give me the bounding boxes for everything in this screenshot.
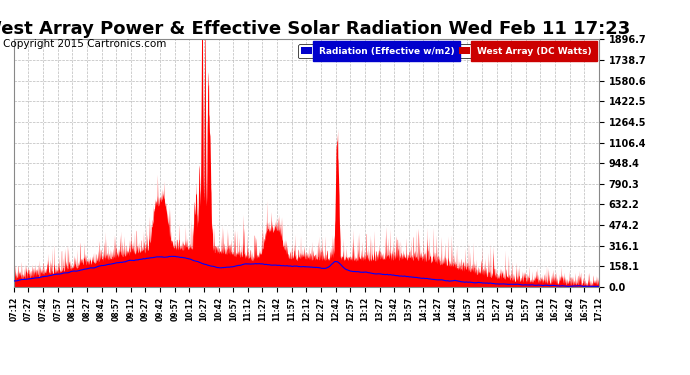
Title: West Array Power & Effective Solar Radiation Wed Feb 11 17:23: West Array Power & Effective Solar Radia… xyxy=(0,20,631,38)
Text: Copyright 2015 Cartronics.com: Copyright 2015 Cartronics.com xyxy=(3,39,167,50)
Legend: Radiation (Effective w/m2), West Array (DC Watts): Radiation (Effective w/m2), West Array (… xyxy=(298,44,594,58)
